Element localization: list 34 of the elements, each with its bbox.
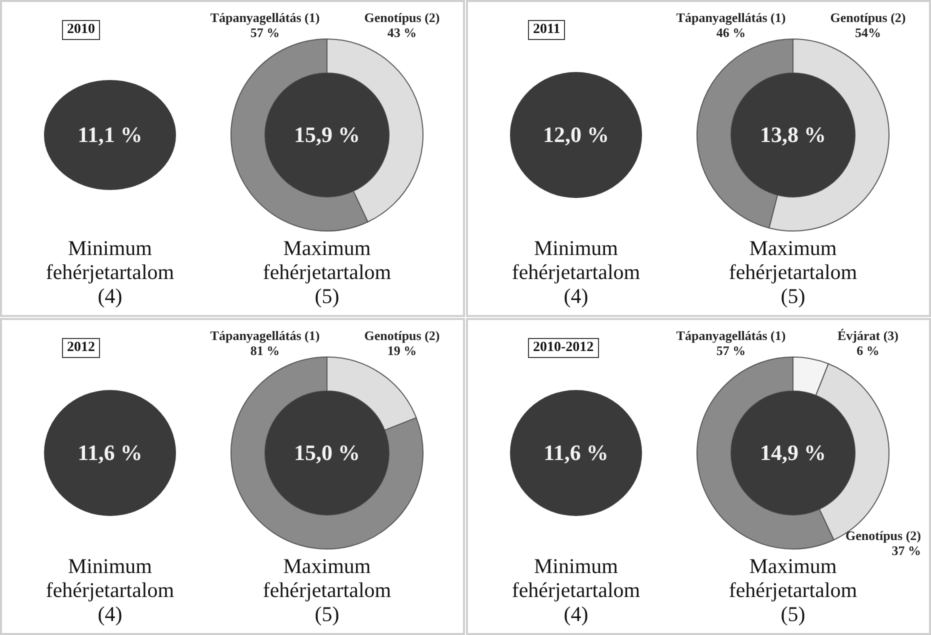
slice-label: Évjárat (3): [837, 328, 899, 343]
text: Minimum fehérjetartalom (4): [510, 236, 642, 308]
data-label: 6 %: [856, 343, 880, 358]
text: Maximum fehérjetartalom (5): [262, 554, 392, 626]
data-label: 54%: [855, 25, 881, 40]
text: Maximum fehérjetartalom (5): [728, 236, 858, 308]
data-label: 19 %: [387, 343, 417, 358]
data-label: 43 %: [387, 25, 417, 40]
text: 2012: [62, 338, 100, 358]
slice-label: Genotípus (2): [830, 10, 906, 25]
slice-label: Genotípus (2): [364, 328, 440, 343]
data-label: 81 %: [250, 343, 280, 358]
slice-label: Tápanyagellátás (1): [676, 10, 786, 25]
disc: 11,6 %: [510, 390, 642, 516]
text: Maximum fehérjetartalom (5): [262, 236, 392, 308]
text: 2010-2012: [528, 338, 599, 358]
text: 2010: [62, 20, 100, 40]
text: Maximum fehérjetartalom (5): [728, 554, 858, 626]
slice-label: Tápanyagellátás (1): [210, 328, 320, 343]
text: Minimum fehérjetartalom (4): [44, 236, 176, 308]
slice-label: Tápanyagellátás (1): [676, 328, 786, 343]
text: 2011: [528, 20, 566, 40]
text: Minimum fehérjetartalom (4): [44, 554, 176, 626]
slice-label: Tápanyagellátás (1): [210, 10, 320, 25]
data-label: 46 %: [716, 25, 746, 40]
data-label: 57 %: [716, 343, 746, 358]
disc: 11,1 %: [44, 80, 176, 190]
disc: 12,0 %: [510, 72, 642, 198]
disc: 11,6 %: [44, 390, 176, 516]
text: Minimum fehérjetartalom (4): [510, 554, 642, 626]
data-label: 57 %: [250, 25, 280, 40]
data-label: 37 %: [892, 543, 921, 558]
slice-label: Genotípus (2): [364, 10, 440, 25]
slice-label: Genotípus (2): [846, 528, 921, 543]
